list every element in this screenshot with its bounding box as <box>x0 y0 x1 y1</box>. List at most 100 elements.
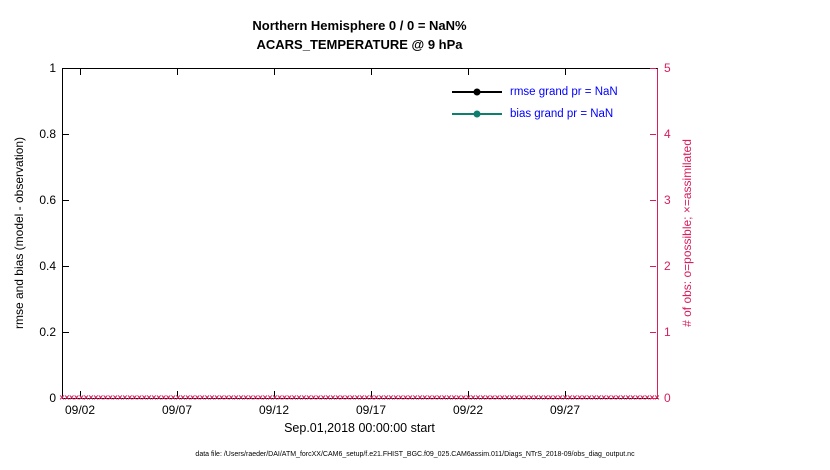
y-right-tick-label: 0 <box>664 391 671 405</box>
x-tick-label: 09/07 <box>161 403 193 417</box>
assimilated-marker: × <box>64 392 70 403</box>
assimilated-marker: × <box>451 392 457 403</box>
assimilated-marker: × <box>475 392 481 403</box>
assimilated-marker: × <box>533 392 539 403</box>
assimilated-marker: × <box>344 392 351 403</box>
y-left-tick-label: 1 <box>49 61 56 75</box>
y-right-tick-mark <box>650 134 656 135</box>
assimilated-marker: × <box>301 392 307 403</box>
assimilated-marker: × <box>151 392 157 403</box>
x-tick-mark-bottom <box>468 391 469 397</box>
y-right-tick-label: 3 <box>664 193 671 207</box>
rmse-line-marker-sample <box>452 88 502 97</box>
assimilated-marker: × <box>504 392 510 403</box>
assimilated-marker: × <box>59 392 65 403</box>
assimilated-marker: × <box>514 392 520 403</box>
assimilated-marker: × <box>601 392 607 403</box>
assimilated-marker: × <box>262 392 268 403</box>
assimilated-marker: × <box>117 392 123 403</box>
assimilated-marker: × <box>417 392 423 403</box>
assimilated-marker: × <box>654 392 660 403</box>
assimilated-marker: × <box>209 392 215 403</box>
assimilated-marker: × <box>112 392 118 403</box>
assimilated-marker: × <box>572 392 578 403</box>
assimilated-marker: × <box>407 392 413 403</box>
assimilated-marker: × <box>204 392 210 403</box>
assimilated-marker: × <box>368 392 375 403</box>
y-right-tick-mark <box>650 266 656 267</box>
assimilated-marker: × <box>306 392 312 403</box>
assimilated-marker: × <box>562 392 568 403</box>
x-axis-label: Sep.01,2018 00:00:00 start <box>284 421 435 435</box>
assimilated-marker: × <box>156 392 162 403</box>
assimilated-marker: × <box>83 392 89 403</box>
x-tick-mark-top <box>468 69 469 75</box>
assimilated-marker: × <box>431 392 438 403</box>
y-right-tick-mark <box>650 68 656 69</box>
assimilated-marker: × <box>480 392 486 403</box>
assimilated-marker: × <box>397 392 404 403</box>
assimilated-marker: × <box>175 392 181 403</box>
assimilated-marker: × <box>378 392 384 403</box>
assimilated-marker: × <box>335 392 341 403</box>
assimilated-marker: × <box>460 392 467 403</box>
assimilated-marker: × <box>441 392 447 403</box>
x-tick-mark-top <box>565 69 566 75</box>
assimilated-marker: × <box>141 392 147 403</box>
assimilated-marker: × <box>630 392 636 403</box>
y-right-tick-mark <box>650 200 656 201</box>
assimilated-marker: × <box>223 392 230 403</box>
assimilated-marker: × <box>160 392 167 403</box>
assimilated-marker: × <box>320 392 326 403</box>
assimilated-marker: × <box>635 392 641 403</box>
assimilated-marker: × <box>388 392 394 403</box>
assimilated-marker: × <box>436 392 442 403</box>
y-right-tick-label: 4 <box>664 127 671 141</box>
y-left-tick-mark <box>63 398 69 399</box>
y-right-tick-mark <box>650 332 656 333</box>
legend-label-bias: bias grand pr = NaN <box>510 108 614 120</box>
assimilated-marker: × <box>470 392 476 403</box>
x-tick-mark-top <box>371 69 372 75</box>
y-left-tick-label: 0 <box>49 391 56 405</box>
x-tick-label: 09/02 <box>64 403 96 417</box>
assimilated-marker: × <box>272 392 278 403</box>
assimilated-marker: × <box>509 392 515 403</box>
assimilated-marker: × <box>465 392 471 403</box>
assimilated-marker: × <box>286 392 292 403</box>
y-left-tick-label: 0.2 <box>39 325 56 339</box>
assimilated-marker: × <box>315 392 322 403</box>
assimilated-marker: × <box>581 392 588 403</box>
assimilated-marker: × <box>296 392 302 403</box>
y-right-tick-label: 1 <box>664 325 671 339</box>
bias-line-marker-sample <box>452 110 502 119</box>
plot-area <box>62 68 658 399</box>
assimilated-marker: × <box>596 392 602 403</box>
x-tick-mark-top <box>177 69 178 75</box>
y-left-tick-label: 0.8 <box>39 127 56 141</box>
y-left-tick-mark <box>63 266 69 267</box>
assimilated-marker: × <box>199 392 205 403</box>
assimilated-marker: × <box>194 392 201 403</box>
assimilated-marker: × <box>136 392 143 403</box>
x-tick-mark-top <box>80 69 81 75</box>
assimilated-marker: × <box>393 392 399 403</box>
legend-item-bias: bias grand pr = NaN <box>452 107 613 121</box>
assimilated-marker: × <box>547 392 554 403</box>
assimilated-marker: × <box>489 392 496 403</box>
assimilated-marker: × <box>122 392 128 403</box>
assimilated-marker: × <box>354 392 360 403</box>
assimilated-marker: × <box>69 392 75 403</box>
plot-title-line2: ACARS_TEMPERATURE @ 9 hPa <box>256 37 463 52</box>
assimilated-marker: × <box>552 392 559 403</box>
assimilated-marker: × <box>446 392 452 403</box>
assimilated-marker: × <box>165 392 172 403</box>
assimilated-marker: × <box>518 392 525 403</box>
assimilated-marker: × <box>102 392 109 403</box>
assimilated-marker: × <box>248 392 254 403</box>
x-tick-mark-top <box>274 69 275 75</box>
assimilated-marker: × <box>620 392 626 403</box>
assimilated-marker: × <box>591 392 597 403</box>
assimilated-marker: × <box>605 392 612 403</box>
